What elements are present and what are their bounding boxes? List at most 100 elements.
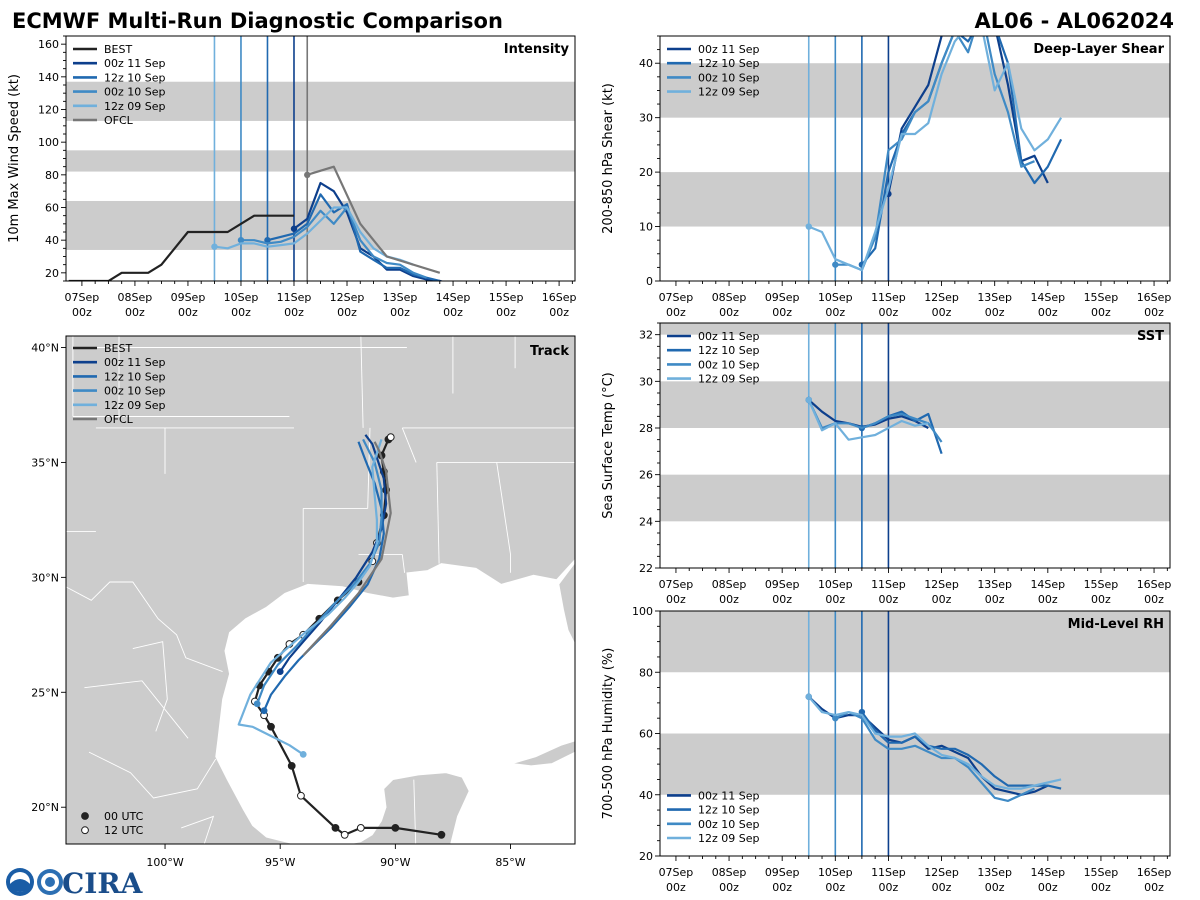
rh-ytick-label: 80 [639,666,653,679]
map-border-23 [84,680,189,739]
shear-xtick-label-day: 08Sep [712,291,747,304]
track-line-2 [263,441,385,712]
shear-plot-area [660,36,1170,281]
shear-panel: 07Sep 00z 08Sep 00z 09Sep 00z 10Sep 00z 11Sep 00z… [601,35,1171,319]
sst-ytick-label: 22 [639,562,653,575]
intensity-series-start-3 [237,236,245,244]
intensity-legend-label: OFCL [104,114,134,127]
rh-ytick-label: 40 [639,789,653,802]
rh-legend-label: 00z 10 Sep [698,818,760,831]
intensity-ytick-label: 20 [45,267,59,280]
sst-xtick-label-day: 13Sep [977,578,1012,591]
sst-xtick-label-hour: 00z [1144,593,1164,606]
intensity-xtick-label-hour: 00z [125,306,145,319]
intensity-band-0 [66,200,575,250]
rh-xtick-label-day: 14Sep [1030,866,1065,879]
shear-legend-label: 12z 10 Sep [698,57,760,70]
sst-xtick-label-hour: 00z [772,593,792,606]
intensity-xtick-label-hour: 00z [337,306,357,319]
shear-ytick-label: 10 [639,221,653,234]
track-title: Track [530,344,569,359]
track-ytick-label: 40°N [31,341,59,354]
shear-xtick-label-hour: 00z [825,306,845,319]
sst-series-3 [807,399,929,441]
shear-legend-label: 00z 10 Sep [698,71,760,84]
cira-logo-icon [37,869,63,895]
intensity-series-0 [68,214,294,281]
track-xtick-label: 95°W [265,856,295,869]
rh-xtick-label-day: 08Sep [712,866,747,879]
track-point [391,824,400,832]
rh-xtick-label-day: 10Sep [818,866,853,879]
sst-xtick-label-day: 16Sep [1137,578,1172,591]
track-marker-legend-label: 00 UTC [104,810,144,823]
shear-legend-label: 00z 11 Sep [698,43,760,56]
sst-title: SST [1137,329,1164,344]
noaa-logo-icon [6,868,34,896]
sst-xtick-label-day: 09Sep [765,578,800,591]
intensity-xtick-label-day: 11Sep [277,291,312,304]
map-border-24 [88,751,217,799]
track-point [287,761,296,770]
sst-series-start-3 [805,396,812,404]
rh-legend-label: 00z 11 Sep [698,789,760,802]
rh-ytick-label: 60 [639,728,653,741]
map-border-22 [132,641,168,732]
shear-xtick-label-day: 12Sep [924,291,959,304]
track-legend-label: 12z 09 Sep [104,399,166,412]
track-legend-label: BEST [104,342,132,355]
intensity-series-4 [214,206,414,266]
rh-panel: 07Sep 00z 08Sep 00z 09Sep 00z 10Sep 00z 11Sep 00z… [601,605,1171,894]
sst-xtick-label-hour: 00z [932,593,952,606]
sst-xtick-label-day: 10Sep [818,578,853,591]
track-marker-legend-label: 12 UTC [104,824,144,837]
intensity-ylabel: 10m Max Wind Speed (kt) [7,74,22,243]
rh-legend-label: 12z 10 Sep [698,804,760,817]
rh-title: Mid-Level RH [1068,617,1164,632]
intensity-ytick-label: 120 [38,104,59,117]
intensity-legend-label: 12z 10 Sep [104,71,166,84]
rh-xtick-label-day: 13Sep [977,866,1012,879]
shear-ytick-label: 40 [639,57,653,70]
rh-xtick-label-day: 16Sep [1137,866,1172,879]
track-start-3 [253,700,261,708]
track-panel: 100°W 95°W 90°W 85°W 20°N 25°N 30°N 35°N 40°N Tra… [31,335,576,869]
track-line-5 [302,441,392,657]
sst-xtick-label-hour: 00z [825,593,845,606]
track-ytick-label: 30°N [31,571,59,584]
rh-legend-label: 12z 09 Sep [698,832,760,845]
track-xtick-label: 100°W [146,856,183,869]
rh-series-1 [861,711,1062,790]
cuba-land [512,740,575,767]
shear-xtick-label-day: 14Sep [1030,291,1065,304]
shear-xtick-label-hour: 00z [666,306,686,319]
rh-band-1 [660,611,1170,673]
sst-xtick-label-day: 11Sep [871,578,906,591]
sst-xtick-label-hour: 00z [879,593,899,606]
intensity-ytick-label: 140 [38,71,59,84]
intensity-band-1 [66,150,575,172]
rh-xtick-label-day: 12Sep [924,866,959,879]
cira-logo-text: CIRA [62,867,144,900]
shear-ytick-label: 20 [639,166,653,179]
shear-xtick-label-day: 09Sep [765,291,800,304]
sst-ytick-label: 26 [639,469,653,482]
shear-xtick-label-hour: 00z [985,306,1005,319]
shear-xtick-label-hour: 00z [932,306,952,319]
track-start-1 [276,668,284,676]
shear-xtick-label-hour: 00z [719,306,739,319]
sst-xtick-label-hour: 00z [719,593,739,606]
intensity-legend-label: 00z 11 Sep [104,57,166,70]
rh-xtick-label-hour: 00z [825,881,845,894]
track-legend-label: 00z 10 Sep [104,385,166,398]
intensity-xtick-label-day: 08Sep [118,291,153,304]
shear-series-3 [808,36,1063,272]
track-point [356,824,365,832]
sst-xtick-label-day: 15Sep [1084,578,1119,591]
intensity-xtick-label-day: 10Sep [224,291,259,304]
rh-xtick-label-day: 09Sep [765,866,800,879]
intensity-xtick-label-hour: 00z [549,306,569,319]
intensity-legend-label: 00z 10 Sep [104,86,166,99]
rh-xtick-label-day: 15Sep [1084,866,1119,879]
intensity-series-3 [241,206,427,279]
